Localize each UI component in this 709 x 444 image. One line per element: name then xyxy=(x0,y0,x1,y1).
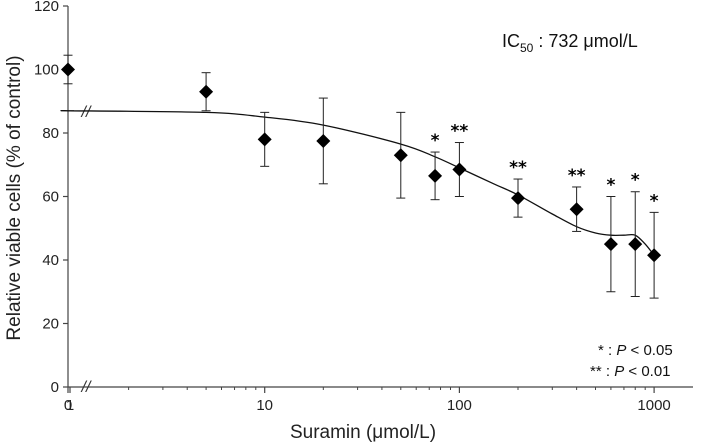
y-tick-label: 120 xyxy=(34,0,59,15)
x-tick-label: 0 xyxy=(64,397,72,414)
curve-break-mark: // xyxy=(81,104,92,121)
legend-p005-sep: : xyxy=(604,342,617,359)
legend-p005-mark: * xyxy=(598,342,604,359)
y-tick-label: 40 xyxy=(42,252,59,269)
ic50-annotation: IC50 : 732 μmol/L xyxy=(502,31,638,55)
legend-p001-sep: : xyxy=(602,363,615,380)
data-point-marker xyxy=(428,168,443,183)
y-tick-label: 60 xyxy=(42,189,59,206)
y-tick-label: 100 xyxy=(34,62,59,79)
ic50-prefix: IC xyxy=(502,31,520,51)
x-tick-label: 1 xyxy=(66,397,74,414)
data-point-marker xyxy=(647,248,662,263)
ic50-value: : 732 μmol/L xyxy=(533,31,637,51)
data-point-marker xyxy=(257,132,272,147)
y-axis-title: Relative viable cells (% of control) xyxy=(4,55,25,340)
x-tick-label: 100 xyxy=(447,397,472,414)
axes: // // xyxy=(67,6,693,396)
data-point-marker xyxy=(199,84,214,99)
significance-label: ** xyxy=(568,166,586,186)
significance-label: ** xyxy=(451,122,469,142)
significance-label: * xyxy=(606,176,615,196)
data-point-marker xyxy=(316,133,331,148)
data-point-marker xyxy=(452,162,467,177)
y-tick-label: 80 xyxy=(42,125,59,142)
data-point-marker xyxy=(393,148,408,163)
data-point-marker xyxy=(511,191,526,206)
legend-p005-text: < 0.05 xyxy=(626,342,672,359)
x-tick-label: 1000 xyxy=(637,397,670,414)
legend-p001-mark: ** xyxy=(590,363,602,380)
x-axis-title: Suramin (μmol/L) xyxy=(290,422,436,443)
data-point-marker xyxy=(61,62,75,77)
legend-p001-p: P xyxy=(614,363,624,380)
y-tick-label: 20 xyxy=(42,316,59,333)
y-axis-ticks: 0 20 40 60 80 100 120 xyxy=(34,0,68,396)
legend-p001-text: < 0.01 xyxy=(624,363,670,380)
significance-label: * xyxy=(431,131,440,151)
data-points: * **** ** * ** xyxy=(61,54,662,299)
x-axis-ticks: 01 10 100 1000 xyxy=(64,387,671,414)
fit-curve xyxy=(60,110,655,256)
significance-label: * xyxy=(650,191,659,211)
ic50-subscript: 50 xyxy=(520,41,534,55)
significance-label: * xyxy=(631,171,640,191)
data-point-marker xyxy=(569,202,584,217)
y-tick-label: 0 xyxy=(51,379,59,396)
fit-curve-group xyxy=(60,110,655,256)
legend-p001: ** : P < 0.01 xyxy=(590,363,671,380)
legend-p005-p: P xyxy=(616,342,626,359)
data-point-marker xyxy=(628,237,643,252)
data-point-marker xyxy=(603,237,618,252)
significance-label: ** xyxy=(509,158,527,178)
x-tick-label: 10 xyxy=(256,397,273,414)
legend-p005: * : P < 0.05 xyxy=(598,342,673,359)
x-axis-break-mark: // xyxy=(81,379,92,396)
